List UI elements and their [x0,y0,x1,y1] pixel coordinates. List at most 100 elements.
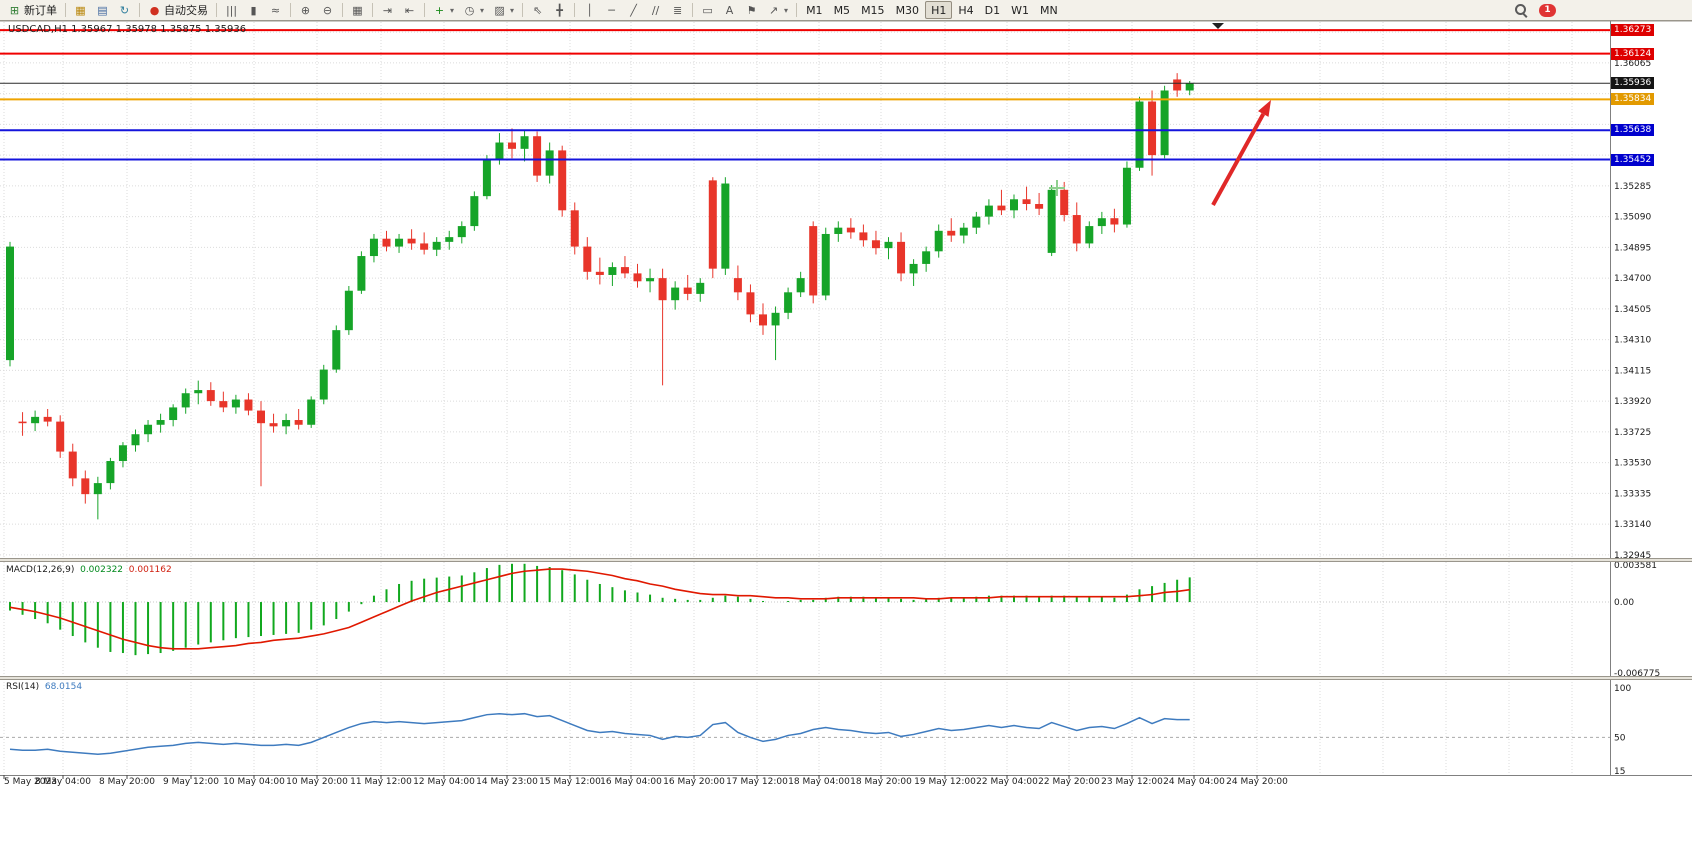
text-icon: A [725,3,734,17]
tf-m30[interactable]: M30 [891,2,925,18]
svg-text:100: 100 [1614,684,1631,694]
time-label: 15 May 12:00 [539,777,601,787]
tf-w1[interactable]: W1 [1006,2,1034,18]
autotrading-icon: ● [149,3,160,17]
zoom-in-icon: ⊕ [300,3,311,17]
current-price-tag: 1.35936 [1611,77,1655,90]
zoom-in-button[interactable]: ⊕ [295,1,316,20]
svg-text:1.33530: 1.33530 [1614,459,1651,469]
autotrading-button[interactable]: ● 自动交易 [144,1,212,20]
toolbar: ⊞ 新订单 ▦ ▤ ↻ ● 自动交易 ||| ▮ ≈ ⊕ ⊖ ▦ ⇥ ⇤ + ▾ ◷ ▾ ▨ ▾ ⇖ ╋ │ ─ ╱ ∕∕ ≣ ▭ A ⚑ ↗… [0,0,1692,21]
chevron-down-icon: ▾ [510,5,515,15]
horizontal-line-objects[interactable] [0,29,1610,161]
tf-m1-label: M1 [806,3,823,17]
symbol-ohlc-label: USDCAD,H1 1.35967 1.35978 1.35875 1.3593… [8,24,247,35]
svg-text:1.34895: 1.34895 [1614,243,1651,253]
time-label: 5 May 2023 [4,777,57,787]
notification-badge[interactable]: 1 [1539,3,1556,17]
tf-d1-label: D1 [984,3,1001,17]
shapes-icon: ▭ [702,3,713,17]
text-button[interactable]: A [719,1,740,20]
svg-text:1.34505: 1.34505 [1614,305,1651,315]
crosshair-button[interactable]: ╋ [549,1,570,20]
time-label: 11 May 12:00 [350,777,412,787]
time-label: 24 May 04:00 [1163,777,1225,787]
arrow-object-head[interactable] [1258,100,1271,117]
macd-signal-value: 0.001162 [128,565,172,575]
arrow-object[interactable] [1211,113,1266,206]
new-order-button[interactable]: ⊞ 新订单 [4,1,61,20]
fibonacci-button[interactable]: ≣ [667,1,688,20]
tile-windows-button[interactable]: ▦ [347,1,368,20]
trendline-button[interactable]: ╱ [623,1,644,20]
auto-scroll-button[interactable]: ⇥ [377,1,398,20]
time-label: 8 May 04:00 [35,777,91,787]
search-icon[interactable] [1515,4,1527,16]
svg-text:1.33725: 1.33725 [1614,428,1651,438]
macd-name: MACD(12,26,9) [6,565,75,575]
new-order-icon: ⊞ [9,3,20,17]
toolbar-right: 1 [1515,3,1688,17]
shapes-button[interactable]: ▭ [697,1,718,20]
vertical-line-button[interactable]: │ [579,1,600,20]
tf-m1[interactable]: M1 [801,2,828,18]
chart-shift-marker[interactable] [1212,23,1224,29]
svg-text:1.34700: 1.34700 [1614,274,1651,284]
toolbar-separator [65,3,66,17]
new-order-button-label: 新订单 [24,4,57,17]
rsi-label: RSI(14) 68.0154 [6,682,82,692]
macd-indicator [9,563,1191,656]
price-tag: 1.36273 [1611,24,1655,37]
refresh-button[interactable]: ↻ [114,1,135,20]
tf-h4-label: H4 [958,3,974,17]
trendline-icon: ╱ [630,3,637,17]
tf-m30-label: M30 [895,3,920,17]
refresh-icon: ↻ [119,3,130,17]
tf-h1-label: H1 [931,3,947,17]
line-chart-button[interactable]: ≈ [265,1,286,20]
time-label: 18 May 04:00 [788,777,850,787]
text-label-button[interactable]: ⚑ [741,1,762,20]
svg-text:1.33920: 1.33920 [1614,397,1651,407]
svg-text:-0.006775: -0.006775 [1614,669,1660,679]
autotrading-button-label: 自动交易 [164,4,208,17]
time-label: 10 May 04:00 [223,777,285,787]
time-label: 14 May 23:00 [476,777,538,787]
zoom-out-button[interactable]: ⊖ [317,1,338,20]
toolbar-separator [372,3,373,17]
tile-windows-icon: ▦ [352,3,363,17]
chart-shift-button[interactable]: ⇤ [399,1,420,20]
tf-h4[interactable]: H4 [953,2,978,18]
panel-splitter-rsi[interactable] [0,676,1692,680]
indicators-button[interactable]: + ▾ [429,1,458,20]
chevron-down-icon: ▾ [450,5,455,15]
templates-button[interactable]: ▨ ▾ [489,1,518,20]
toolbar-separator [574,3,576,17]
arrows-tool-button[interactable]: ↗ ▾ [763,1,792,20]
cursor-button[interactable]: ⇖ [527,1,548,20]
candlestick-chart-button[interactable]: ▮ [243,1,264,20]
time-label: 23 May 12:00 [1101,777,1163,787]
channel-button[interactable]: ∕∕ [645,1,666,20]
horizontal-line-button[interactable]: ─ [601,1,622,20]
tf-m15[interactable]: M15 [856,2,890,18]
rsi-name: RSI(14) [6,682,40,692]
grid [0,22,1610,775]
panel-splitter-macd[interactable] [0,558,1692,562]
profiles-button[interactable]: ▤ [92,1,113,20]
periods-button[interactable]: ◷ ▾ [459,1,488,20]
tf-mn[interactable]: MN [1035,2,1063,18]
chevron-down-icon: ▾ [480,5,485,15]
templates-icon: ▨ [494,3,505,17]
tf-m5[interactable]: M5 [829,2,856,18]
tf-h1[interactable]: H1 [925,1,953,19]
time-label: 22 May 20:00 [1038,777,1100,787]
charts-button[interactable]: ▦ [70,1,91,20]
tf-d1[interactable]: D1 [980,2,1005,18]
macd-signal-line [9,568,1190,650]
time-label: 22 May 04:00 [976,777,1038,787]
time-label: 18 May 20:00 [850,777,912,787]
bar-chart-button[interactable]: ||| [221,1,242,20]
